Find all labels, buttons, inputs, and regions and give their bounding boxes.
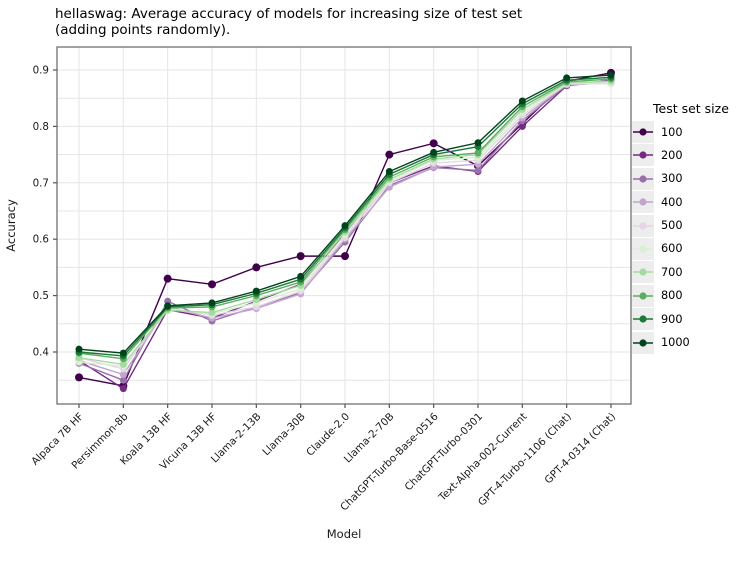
legend-entry-label: 1000 <box>661 336 690 350</box>
data-point-400 <box>119 371 127 379</box>
legend-entry-800: 800 <box>632 284 746 307</box>
legend-key-icon <box>632 214 654 237</box>
data-point-1000 <box>252 287 260 295</box>
data-point-1000 <box>385 168 393 176</box>
legend-entry-label: 400 <box>661 195 683 209</box>
legend-key-icon <box>632 167 654 190</box>
x-tick-label: GPT-4-Turbo-1106 (Chat) <box>476 411 574 509</box>
legend-entry-1000: 1000 <box>632 331 746 354</box>
legend-entry-label: 100 <box>661 125 683 139</box>
data-point-1000 <box>164 302 172 310</box>
x-tick-label: Llama-30B <box>260 411 307 458</box>
legend-entry-400: 400 <box>632 191 746 214</box>
y-axis-label: Accuracy <box>4 199 18 252</box>
x-axis-label: Model <box>327 527 362 541</box>
y-tick-label: 0.9 <box>33 65 49 77</box>
data-point-100 <box>207 280 216 289</box>
x-tick-label: ChatGPT-Turbo-0301 <box>403 411 486 494</box>
legend-title: Test set size <box>653 101 729 116</box>
data-point-1000 <box>430 148 438 156</box>
chart-title: hellaswag: Average accuracy of models fo… <box>55 6 523 38</box>
data-point-300 <box>474 166 482 174</box>
legend: Test set size 100 200 300 400 500 600 700 800 90… <box>632 101 746 355</box>
legend-entries: 100 200 300 400 500 600 700 800 900 1000 <box>632 121 746 354</box>
data-point-100 <box>429 139 438 148</box>
data-point-100 <box>252 263 261 272</box>
y-tick-label: 0.8 <box>33 121 49 133</box>
y-tick-label: 0.5 <box>33 290 49 302</box>
data-point-1000 <box>297 272 305 280</box>
y-tick-label: 0.6 <box>33 234 49 246</box>
legend-entry-label: 600 <box>661 242 683 256</box>
data-point-1000 <box>474 139 482 147</box>
legend-entry-900: 900 <box>632 308 746 331</box>
data-point-100 <box>340 252 349 261</box>
data-point-700 <box>208 309 216 317</box>
legend-entry-label: 800 <box>661 289 683 303</box>
data-point-300 <box>119 376 127 384</box>
legend-entry-200: 200 <box>632 144 746 167</box>
data-point-1000 <box>518 97 526 105</box>
legend-entry-label: 300 <box>661 172 683 186</box>
data-point-1000 <box>119 349 127 357</box>
legend-entry-100: 100 <box>632 121 746 143</box>
y-tick-label: 0.4 <box>33 347 49 359</box>
legend-key-icon <box>632 121 654 143</box>
legend-entry-300: 300 <box>632 167 746 190</box>
data-point-1000 <box>75 345 83 353</box>
legend-key-icon <box>632 331 654 354</box>
data-point-1000 <box>607 71 615 79</box>
legend-entry-500: 500 <box>632 214 746 237</box>
legend-entry-label: 700 <box>661 265 683 279</box>
data-point-1000 <box>208 299 216 307</box>
legend-entry-label: 900 <box>661 312 683 326</box>
plot-border <box>56 46 632 405</box>
x-tick-label: Claude-2.0 <box>304 411 352 459</box>
legend-entry-700: 700 <box>632 261 746 284</box>
legend-key-icon <box>632 261 654 284</box>
legend-key-icon <box>632 308 654 331</box>
data-point-700 <box>119 360 127 368</box>
data-point-200 <box>119 385 127 393</box>
legend-entry-600: 600 <box>632 237 746 260</box>
y-tick-label: 0.7 <box>33 177 49 189</box>
data-point-100 <box>385 150 394 159</box>
data-point-1000 <box>563 74 571 82</box>
data-point-800 <box>474 149 482 157</box>
data-point-100 <box>163 274 172 283</box>
data-point-200 <box>518 122 526 130</box>
legend-entry-label: 200 <box>661 148 683 162</box>
x-tick-label: Text-Alpha-002-Current <box>436 411 530 505</box>
data-point-1000 <box>341 222 349 230</box>
legend-key-icon <box>632 144 654 167</box>
legend-entry-label: 500 <box>661 219 683 233</box>
legend-key-icon <box>632 284 654 307</box>
legend-key-icon <box>632 191 654 214</box>
legend-key-icon <box>632 237 654 260</box>
data-point-100 <box>75 373 83 382</box>
data-point-100 <box>296 252 305 261</box>
